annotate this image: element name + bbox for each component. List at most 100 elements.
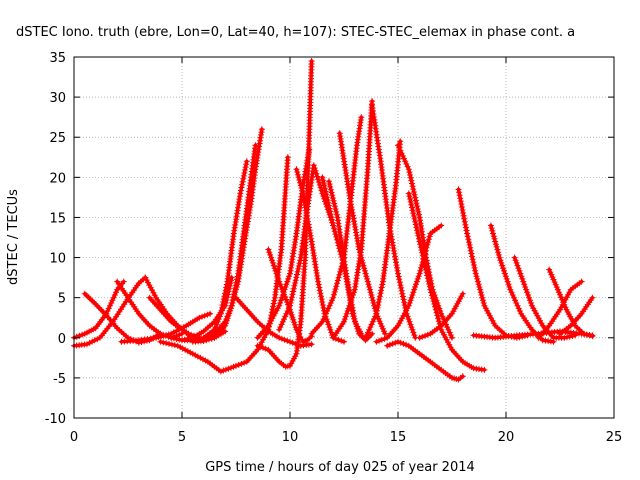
data-point-marker xyxy=(342,313,349,320)
data-point-marker xyxy=(235,361,242,368)
data-point-marker xyxy=(334,277,341,284)
data-point-marker xyxy=(437,308,444,314)
data-point-marker xyxy=(215,316,222,323)
data-series xyxy=(254,58,315,370)
data-point-marker xyxy=(368,321,375,328)
data-point-marker xyxy=(481,366,488,373)
data-point-marker xyxy=(367,324,374,331)
data-point-marker xyxy=(218,307,225,314)
data-series xyxy=(157,338,239,375)
data-point-marker xyxy=(243,161,250,168)
data-point-marker xyxy=(330,222,337,229)
data-point-marker xyxy=(400,296,407,303)
data-point-marker xyxy=(470,259,477,266)
data-point-marker xyxy=(397,339,404,346)
data-series xyxy=(470,328,596,341)
data-point-marker xyxy=(356,249,363,256)
data-point-marker xyxy=(279,318,286,325)
data-point-marker xyxy=(501,270,508,277)
data-point-marker xyxy=(360,262,367,269)
data-point-marker xyxy=(94,336,101,343)
data-point-marker xyxy=(410,210,417,217)
data-point-marker xyxy=(414,275,421,282)
data-point-marker xyxy=(503,275,510,282)
data-point-marker xyxy=(473,273,480,280)
data-point-marker xyxy=(524,289,531,296)
data-point-marker xyxy=(233,362,239,369)
data-point-marker xyxy=(326,324,333,331)
data-point-marker xyxy=(327,186,334,193)
data-point-marker xyxy=(477,289,484,296)
data-point-marker xyxy=(269,257,275,264)
data-point-marker xyxy=(491,235,498,242)
data-point-marker xyxy=(347,300,354,306)
data-point-marker xyxy=(371,316,377,323)
data-point-marker xyxy=(238,360,245,367)
data-point-marker xyxy=(416,238,423,245)
data-point-marker xyxy=(278,283,285,290)
data-point-marker xyxy=(199,313,205,320)
data-point-marker xyxy=(289,291,296,298)
data-point-marker xyxy=(378,336,385,343)
data-point-marker xyxy=(331,225,337,232)
data-point-marker xyxy=(232,289,239,296)
data-point-marker xyxy=(105,305,112,312)
data-point-marker xyxy=(457,198,464,205)
data-point-marker xyxy=(511,254,518,261)
data-point-marker xyxy=(466,241,473,248)
data-point-marker xyxy=(331,203,338,210)
data-point-marker xyxy=(333,211,340,218)
data-point-marker xyxy=(398,150,405,157)
ticks: 0 5 10 15 20 25 -10 -5 0 5 10 15 20 25 30 35 xyxy=(45,51,623,445)
data-point-marker xyxy=(314,173,321,180)
data-point-marker xyxy=(228,302,235,309)
data-point-marker xyxy=(358,254,365,261)
data-point-marker xyxy=(265,246,272,253)
data-point-marker xyxy=(505,281,512,288)
data-point-marker xyxy=(410,329,417,336)
data-point-marker xyxy=(409,180,415,187)
data-point-marker xyxy=(522,284,529,290)
data-point-marker xyxy=(416,270,423,277)
data-point-marker xyxy=(409,207,416,214)
data-point-marker xyxy=(331,200,338,207)
data-point-marker xyxy=(345,305,352,312)
data-series xyxy=(373,222,445,345)
data-point-marker xyxy=(107,302,113,309)
data-point-marker xyxy=(282,313,289,320)
data-point-marker xyxy=(449,334,455,341)
data-point-marker xyxy=(334,236,341,243)
data-point-marker xyxy=(315,278,322,285)
data-point-marker xyxy=(330,294,337,301)
data-point-marker xyxy=(422,332,428,339)
data-point-marker xyxy=(324,197,331,203)
data-point-marker xyxy=(377,290,384,297)
data-point-marker xyxy=(589,332,596,339)
data-point-marker xyxy=(447,332,454,339)
data-point-marker xyxy=(434,312,441,319)
data-point-marker xyxy=(84,341,90,348)
data-point-marker xyxy=(316,182,323,188)
data-point-marker xyxy=(298,185,305,191)
data-point-marker xyxy=(369,297,376,304)
data-point-marker xyxy=(281,316,287,323)
data-point-marker xyxy=(327,208,333,215)
x-axis-label: GPS time / hours of day 025 of year 2014 xyxy=(205,460,475,475)
data-point-marker xyxy=(490,230,496,237)
data-point-marker xyxy=(413,281,419,288)
data-point-marker xyxy=(428,292,435,299)
data-point-marker xyxy=(226,308,233,314)
data-point-marker xyxy=(223,281,230,288)
data-point-marker xyxy=(411,191,418,198)
data-point-marker xyxy=(475,281,482,288)
data-point-marker xyxy=(438,310,445,317)
data-point-marker xyxy=(290,288,297,295)
data-point-marker xyxy=(407,321,414,328)
data-point-marker xyxy=(502,273,509,280)
data-point-marker xyxy=(284,308,291,314)
data-point-marker xyxy=(379,281,386,288)
data-point-marker xyxy=(359,259,366,266)
data-point-marker xyxy=(460,209,467,216)
data-point-marker xyxy=(408,294,415,301)
data-point-marker xyxy=(283,310,290,317)
